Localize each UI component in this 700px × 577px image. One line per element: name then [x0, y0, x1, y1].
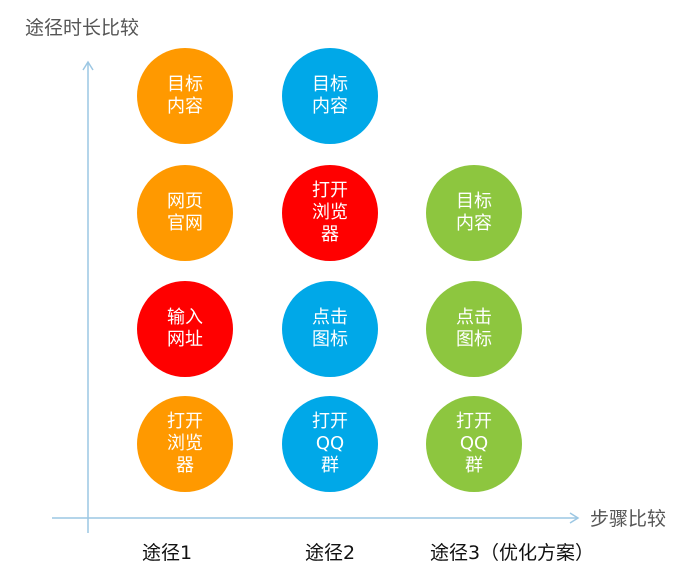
x-axis-arrow	[569, 512, 580, 524]
step-node: 打开 QQ 群	[426, 396, 522, 492]
step-node-label: 打开 QQ 群	[312, 411, 348, 476]
step-node-label: 网页 官网	[167, 191, 203, 234]
step-node: 网页 官网	[137, 165, 233, 261]
step-node: 目标 内容	[137, 48, 233, 144]
step-node-label: 目标 内容	[167, 74, 203, 117]
step-node: 目标 内容	[282, 48, 378, 144]
path-label: 途径3（优化方案）	[429, 542, 595, 564]
step-node: 打开 QQ 群	[282, 396, 378, 492]
step-node: 打开 浏览 器	[282, 165, 378, 261]
step-node: 输入 网址	[137, 281, 233, 377]
step-node-label: 目标 内容	[456, 191, 492, 234]
step-node-label: 目标 内容	[312, 74, 348, 117]
step-node-label: 打开 QQ 群	[456, 411, 492, 476]
x-axis-title: 步骤比较	[590, 508, 667, 530]
step-node: 打开 浏览 器	[137, 396, 233, 492]
step-node: 点击 图标	[282, 281, 378, 377]
step-node-label: 点击 图标	[456, 307, 492, 350]
step-node-label: 输入 网址	[167, 307, 203, 350]
step-node-label: 打开 浏览 器	[312, 180, 348, 245]
y-axis-title: 途径时长比较	[25, 17, 140, 39]
path-label: 途径1	[141, 542, 193, 564]
path-label: 途径2	[304, 542, 356, 564]
step-node-label: 打开 浏览 器	[167, 411, 203, 476]
step-node: 点击 图标	[426, 281, 522, 377]
step-node: 目标 内容	[426, 165, 522, 261]
y-axis-arrow	[82, 60, 94, 71]
step-node-label: 点击 图标	[312, 307, 348, 350]
